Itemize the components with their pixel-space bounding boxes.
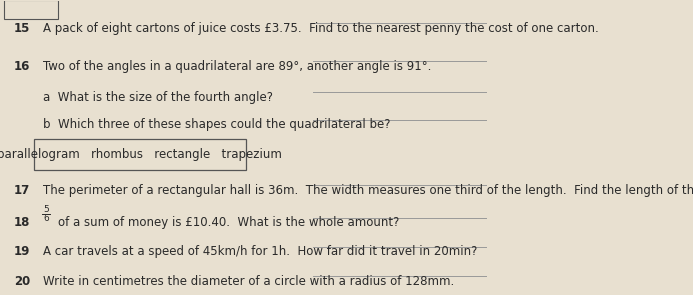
Text: parallelogram   rhombus   rectangle   trapezium: parallelogram rhombus rectangle trapeziu… (0, 148, 282, 161)
Text: Two of the angles in a quadrilateral are 89°, another angle is 91°.: Two of the angles in a quadrilateral are… (44, 60, 432, 73)
Text: 18: 18 (14, 216, 30, 229)
Text: of a sum of money is £10.40.  What is the whole amount?: of a sum of money is £10.40. What is the… (58, 216, 400, 229)
FancyBboxPatch shape (33, 140, 246, 170)
Text: A car travels at a speed of 45km/h for 1h.  How far did it travel in 20min?: A car travels at a speed of 45km/h for 1… (44, 245, 477, 258)
Text: The perimeter of a rectangular hall is 36m.  The width measures one third of the: The perimeter of a rectangular hall is 3… (44, 184, 693, 197)
Text: b  Which three of these shapes could the quadrilateral be?: b Which three of these shapes could the … (44, 118, 391, 131)
Text: 6: 6 (43, 214, 49, 223)
Text: Write in centimetres the diameter of a circle with a radius of 128mm.: Write in centimetres the diameter of a c… (44, 275, 455, 288)
Text: 15: 15 (14, 22, 30, 35)
Text: 17: 17 (14, 184, 30, 197)
Text: A pack of eight cartons of juice costs £3.75.  Find to the nearest penny the cos: A pack of eight cartons of juice costs £… (44, 22, 599, 35)
FancyBboxPatch shape (4, 0, 58, 19)
Text: 16: 16 (14, 60, 30, 73)
Text: 20: 20 (14, 275, 30, 288)
Text: 5: 5 (43, 205, 49, 214)
Text: a  What is the size of the fourth angle?: a What is the size of the fourth angle? (44, 91, 274, 104)
Text: 19: 19 (14, 245, 30, 258)
